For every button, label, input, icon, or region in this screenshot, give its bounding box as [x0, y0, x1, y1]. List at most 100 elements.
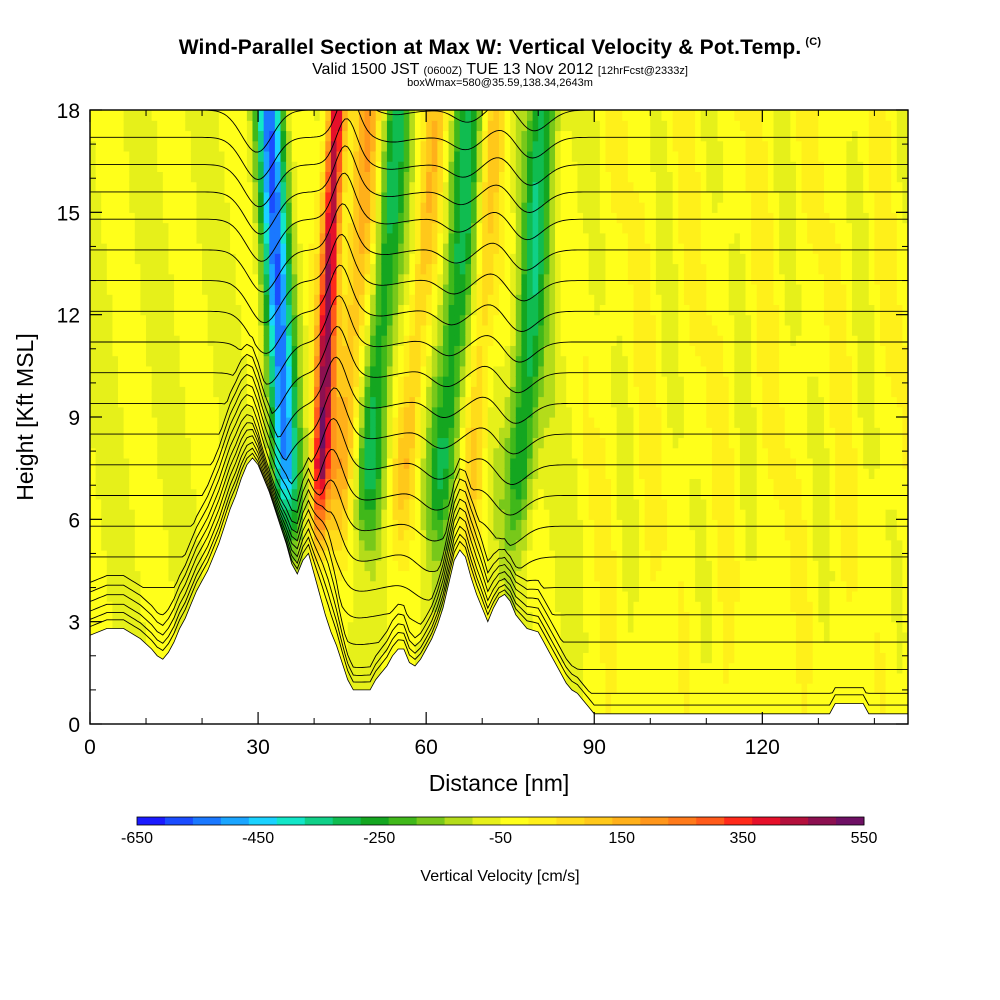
- field-cell: [185, 417, 192, 428]
- field-cell: [129, 345, 136, 357]
- field-cell: [370, 611, 377, 623]
- field-cell: [291, 324, 298, 336]
- field-cell: [381, 335, 388, 346]
- field-cell: [325, 488, 332, 500]
- field-cell: [174, 243, 181, 254]
- field-cell: [358, 110, 366, 121]
- field-cell: [532, 335, 539, 346]
- field-cell: [353, 150, 360, 162]
- field-cell: [353, 232, 360, 244]
- field-cell: [549, 324, 556, 336]
- field-cell: [527, 222, 534, 234]
- field-cell: [319, 427, 326, 439]
- field-cell: [140, 140, 147, 152]
- field-cell: [146, 580, 153, 592]
- field-cell: [218, 427, 226, 439]
- field-cell: [543, 263, 551, 275]
- field-cell: [426, 468, 433, 479]
- field-cell: [291, 406, 298, 418]
- field-cell: [95, 457, 102, 469]
- field-cell: [414, 498, 422, 510]
- field-cell: [448, 120, 455, 132]
- field-cell: [146, 631, 153, 643]
- field-cell: [459, 212, 466, 224]
- field-cell: [123, 283, 130, 295]
- field-cell: [364, 365, 371, 377]
- field-cell: [151, 570, 158, 582]
- field-cell: [342, 130, 349, 142]
- field-cell: [543, 171, 551, 183]
- field-cell: [448, 417, 455, 428]
- field-cell: [252, 294, 259, 306]
- field-cell: [515, 212, 523, 224]
- field-cell: [347, 222, 354, 234]
- field-cell: [409, 642, 416, 653]
- field-cell: [123, 161, 130, 172]
- field-cell: [454, 529, 461, 541]
- field-cell: [297, 304, 304, 316]
- field-cell: [252, 243, 259, 254]
- field-cell: [454, 294, 461, 306]
- field-cell: [470, 110, 478, 121]
- field-cell: [101, 590, 108, 602]
- field-cell: [123, 570, 130, 582]
- field-cell: [527, 283, 534, 295]
- field-cell: [527, 447, 534, 459]
- field-cell: [431, 304, 438, 316]
- field-cell: [213, 191, 220, 203]
- field-cell: [319, 110, 326, 121]
- field-cell: [330, 294, 338, 306]
- field-cell: [426, 304, 433, 316]
- field-cell: [179, 396, 186, 408]
- field-cell: [392, 590, 399, 602]
- field-cell: [101, 478, 108, 490]
- field-cell: [202, 550, 209, 561]
- field-cell: [336, 570, 343, 582]
- field-cell: [106, 283, 114, 295]
- field-cell: [420, 406, 427, 418]
- field-cell: [230, 335, 237, 346]
- field-cell: [330, 488, 338, 500]
- field-cell: [342, 447, 349, 459]
- field-cell: [151, 580, 158, 592]
- field-cell: [140, 529, 147, 541]
- field-cell: [504, 243, 511, 254]
- field-cell: [515, 171, 523, 183]
- field-cell: [319, 222, 326, 234]
- field-cell: [258, 243, 265, 254]
- field-cell: [157, 529, 164, 541]
- field-cell: [95, 560, 102, 572]
- field-cell: [482, 590, 489, 602]
- field-cell: [448, 140, 455, 152]
- field-cell: [336, 601, 343, 613]
- field-cell: [398, 335, 405, 346]
- field-cell: [325, 324, 332, 336]
- field-cell: [302, 130, 310, 142]
- field-cell: [319, 232, 326, 244]
- field-cell: [336, 427, 343, 439]
- field-cell: [162, 488, 170, 500]
- field-cell: [235, 120, 242, 132]
- field-cell: [538, 570, 545, 582]
- field-cell: [168, 140, 175, 152]
- field-cell: [549, 488, 556, 500]
- field-cell: [224, 304, 231, 316]
- field-cell: [302, 294, 310, 306]
- field-cell: [392, 243, 399, 254]
- field-cell: [347, 161, 354, 172]
- field-cell: [442, 417, 450, 428]
- field-cell: [168, 355, 175, 367]
- field-cell: [403, 283, 410, 295]
- field-cell: [202, 478, 209, 490]
- field-cell: [246, 191, 254, 203]
- field-cell: [123, 191, 130, 203]
- field-cell: [101, 263, 108, 275]
- field-cell: [364, 396, 371, 408]
- field-cell: [543, 457, 551, 469]
- field-cell: [392, 253, 399, 265]
- field-cell: [325, 263, 332, 275]
- field-cell: [336, 243, 343, 254]
- field-cell: [230, 222, 237, 234]
- field-cell: [549, 335, 556, 346]
- field-cell: [403, 365, 410, 377]
